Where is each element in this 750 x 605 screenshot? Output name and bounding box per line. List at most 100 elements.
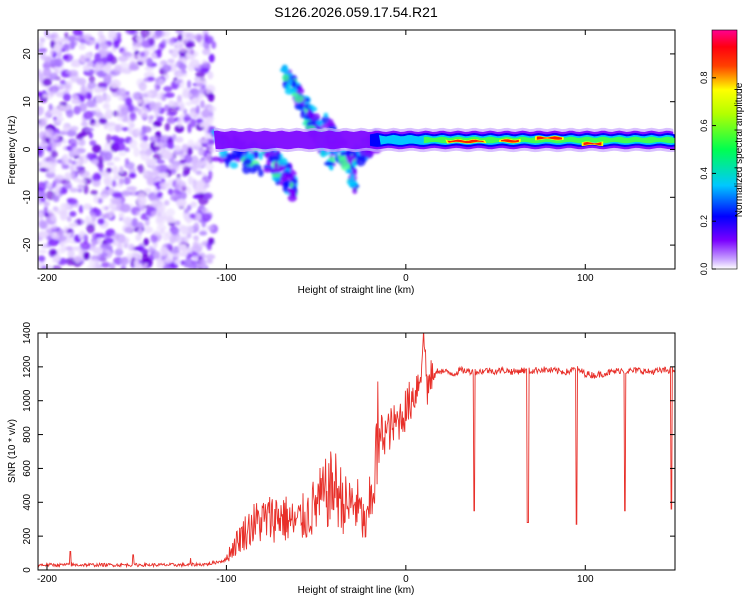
heatmap-blob [356,155,367,161]
heatmap-blob [348,155,356,161]
heatmap-blob [161,39,167,45]
heatmap-blob [207,105,217,113]
heatmap-blob [305,97,310,103]
heatmap-blob [156,116,164,122]
heatmap-blob [107,125,115,132]
heatmap-blob [207,71,214,80]
heatmap-blob [79,38,86,45]
heatmap-blob [154,82,161,92]
heatmap-blob [104,109,113,120]
heatmap-blob [104,206,109,211]
colorbar-tick-label: 0.0 [699,263,709,276]
heatmap-blob [118,61,130,72]
heatmap-blob [136,211,141,217]
heatmap-blob [123,146,130,153]
heatmap-blob [98,87,108,92]
heatmap-blob [70,61,81,68]
heatmap-blob [106,161,115,166]
heatmap-blob [205,163,215,171]
heatmap-blob [304,115,311,120]
heatmap-blob [172,163,179,170]
heatmap-blob [97,155,104,164]
tone-hotspot-core [447,139,485,144]
heatmap-blob [144,226,153,234]
heatmap-blob [185,101,193,106]
heatmap-blob [192,235,199,241]
heatmap-blob [113,40,120,49]
heatmap-blob [106,133,112,144]
heatmap-blob [133,259,139,268]
heatmap-blob [204,84,216,94]
heatmap-blob [116,137,125,144]
heatmap-blob [187,123,192,134]
heatmap-blob [38,47,48,53]
heatmap-blob [38,262,42,268]
heatmap-blob [38,230,49,238]
heatmap-blob [59,79,67,86]
heatmap-blob [84,57,91,62]
heatmap-blob [167,137,173,143]
heatmap-blob [185,32,196,41]
heatmap-blob [71,149,76,156]
snr-panel: -200 -100 0 100 0 200 400 600 800 1000 1200 1400 H… [7,321,676,596]
heatmap-blob [97,236,102,245]
heatmap-blob [320,150,327,158]
heatmap-blob [85,127,94,132]
heatmap-blob [169,37,175,46]
heatmap-blob [53,253,61,263]
heatmap-blob [38,106,45,116]
y-tick-label: 600 [22,460,33,477]
heatmap-blob [190,118,197,128]
y-tick-label: 400 [22,494,33,511]
snr-y-label: SNR (10 * v/v) [7,419,18,483]
heatmap-blob [109,262,116,269]
heatmap-blob [189,111,196,117]
heatmap-blob [113,257,124,266]
heatmap-blob [45,182,53,188]
heatmap-blob [126,252,132,261]
snr-y-ticks: 0 200 400 600 800 1000 1200 1400 [22,321,675,573]
heatmap-blob [184,113,190,119]
heatmap-blob [200,67,210,74]
heatmap-blob [62,93,71,102]
heatmap-blob [211,156,221,162]
heatmap-blob [156,191,163,199]
heatmap-blob [125,30,136,35]
y-tick-label: 0 [22,146,33,152]
heatmap-blob [38,212,43,218]
heatmap-blob [69,187,79,193]
heatmap-blob [282,182,288,189]
heatmap-blob [166,143,175,150]
heatmap-blob [206,138,216,145]
heatmap-blob [58,130,68,136]
colorbar-gradient [711,29,738,270]
heatmap-blob [141,125,147,135]
heatmap-blob [58,228,65,237]
heatmap-blob [38,42,45,48]
heatmap-blob [78,170,90,178]
heatmap-blob [120,107,130,115]
heatmap-blob [123,176,131,185]
heatmap-blob [83,65,91,72]
heatmap-blob [174,124,185,134]
heatmap-blob [118,151,127,156]
heatmap-blob [211,41,217,49]
heatmap-blob [186,147,193,156]
heatmap-blob [131,190,136,196]
heatmap-blob [40,51,46,61]
spectrogram-y-label: Frequency (Hz) [7,116,18,185]
heatmap-blob [199,86,207,95]
spectrogram-x-label: Height of straight line (km) [298,285,415,296]
heatmap-blob [42,78,53,87]
heatmap-blob [136,245,145,252]
heatmap-blob [49,72,58,81]
heatmap-blob [39,37,46,43]
heatmap-blob [229,161,239,169]
y-tick-label: 800 [22,426,33,443]
heatmap-blob [65,246,74,251]
heatmap-blob [67,249,75,259]
heatmap-blob [55,118,63,124]
heatmap-blob [151,135,159,141]
heatmap-blob [125,52,137,61]
heatmap-blob [243,158,252,166]
